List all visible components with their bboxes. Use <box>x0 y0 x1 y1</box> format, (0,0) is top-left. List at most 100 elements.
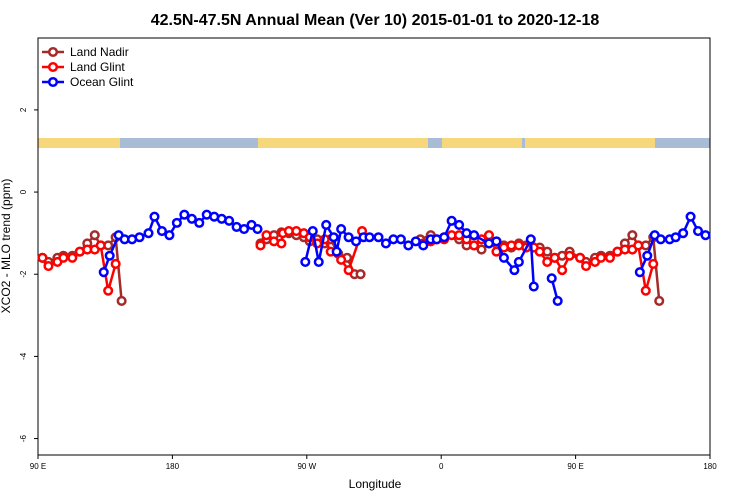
x-axis-label: Longitude <box>349 477 402 491</box>
point <box>546 273 557 284</box>
point <box>380 238 391 249</box>
point <box>528 281 539 292</box>
point <box>509 265 520 276</box>
point <box>143 228 154 239</box>
y-tick-label: -4 <box>19 352 28 360</box>
point <box>439 232 450 243</box>
point <box>469 230 480 241</box>
point <box>186 213 197 224</box>
point <box>364 232 375 243</box>
point <box>373 232 384 243</box>
point <box>549 252 560 263</box>
point <box>116 295 127 306</box>
point <box>403 240 414 251</box>
x-tick-label: 90 W <box>297 462 316 471</box>
y-tick-label: -2 <box>19 270 28 278</box>
x-tick-label: 90 E <box>567 462 583 471</box>
point <box>552 295 563 306</box>
point <box>491 236 502 247</box>
point <box>575 252 586 263</box>
point <box>239 223 250 235</box>
point <box>331 246 342 257</box>
point <box>156 226 167 237</box>
point <box>557 265 568 276</box>
point <box>255 240 266 251</box>
point <box>351 236 362 247</box>
point <box>655 234 666 245</box>
point <box>300 256 311 267</box>
point <box>627 230 638 241</box>
legend-label: Land Glint <box>70 60 125 74</box>
point <box>581 260 592 272</box>
y-tick-label: 0 <box>19 189 28 194</box>
point <box>410 236 421 247</box>
legend-marker <box>47 46 59 58</box>
point <box>95 240 106 251</box>
legend-marker <box>47 61 59 73</box>
point <box>149 211 160 222</box>
legend-marker <box>47 76 59 88</box>
y-tick-label: 2 <box>19 107 28 112</box>
point <box>98 267 109 278</box>
point <box>261 230 272 241</box>
point <box>194 217 205 228</box>
y-axis-label: XCO2 - MLO trend (ppm) <box>0 179 13 314</box>
point <box>89 230 100 241</box>
point <box>343 232 354 243</box>
point <box>313 256 324 267</box>
point <box>321 219 332 230</box>
point <box>454 219 465 230</box>
x-tick-label: 0 <box>439 462 444 471</box>
point <box>395 234 406 245</box>
point <box>642 250 653 261</box>
point <box>336 223 347 235</box>
point <box>634 267 645 278</box>
point <box>693 226 704 237</box>
point <box>252 223 263 235</box>
point <box>336 254 347 265</box>
x-tick-label: 180 <box>703 462 717 471</box>
series-line <box>102 213 707 302</box>
point <box>110 258 121 270</box>
point <box>134 232 145 243</box>
point <box>469 240 480 251</box>
point <box>640 285 651 296</box>
x-tick-label: 180 <box>166 462 180 471</box>
point <box>534 246 545 257</box>
plot-frame <box>37 37 711 456</box>
point <box>670 232 681 243</box>
point <box>678 228 689 239</box>
point <box>446 215 457 226</box>
point <box>648 258 659 270</box>
point <box>633 240 644 251</box>
point <box>564 250 575 261</box>
point <box>483 230 495 241</box>
point <box>58 252 69 263</box>
point <box>43 260 54 272</box>
point <box>542 256 553 267</box>
point <box>343 265 354 276</box>
point <box>164 230 175 241</box>
chart-title: 42.5N-47.5N Annual Mean (Ver 10) 2015-01… <box>151 12 600 29</box>
land-ocean-strip <box>38 138 710 148</box>
point <box>355 269 366 280</box>
point <box>224 215 235 226</box>
point <box>67 252 78 263</box>
point <box>307 226 318 237</box>
point <box>685 211 696 222</box>
point <box>418 240 429 251</box>
point <box>513 256 524 267</box>
x-tick-label: 90 E <box>30 462 46 471</box>
point <box>498 252 509 263</box>
point <box>654 295 665 306</box>
legend-label: Ocean Glint <box>70 75 134 89</box>
point <box>171 217 182 228</box>
point <box>328 232 339 243</box>
point <box>37 252 48 263</box>
point <box>476 244 487 255</box>
point <box>103 285 114 296</box>
point <box>179 209 190 220</box>
point <box>604 252 615 263</box>
y-tick-label: -6 <box>19 434 28 442</box>
